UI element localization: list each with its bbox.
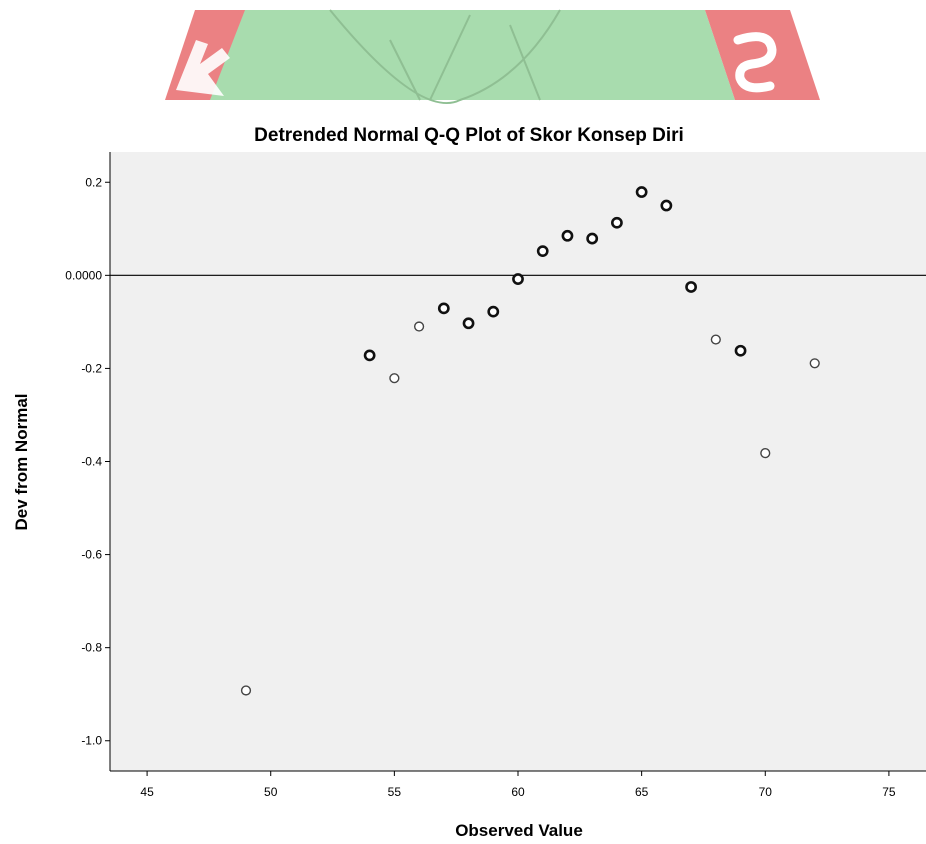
y-tick-label: -0.6 <box>81 548 102 562</box>
x-tick-label: 45 <box>140 785 154 799</box>
watermark-logo <box>140 9 820 105</box>
data-point <box>512 273 524 285</box>
y-axis-ticks: 0.2 0.0000 -0.2 -0.4 -0.6 -0.8 -1.0 <box>65 175 110 748</box>
y-tick-label: -0.2 <box>81 361 102 375</box>
y-tick-label: -0.4 <box>81 455 102 469</box>
plot-area <box>110 152 926 771</box>
data-point <box>462 317 475 330</box>
x-tick-label: 55 <box>388 785 402 799</box>
chart-title: Detrended Normal Q-Q Plot of Skor Konsep… <box>254 125 684 146</box>
y-axis-label: Dev from Normal <box>12 394 31 531</box>
data-point <box>734 344 747 357</box>
data-points <box>240 186 820 696</box>
y-tick-label: -0.8 <box>81 641 102 655</box>
x-tick-label: 75 <box>882 785 896 799</box>
data-point <box>561 229 574 242</box>
data-point <box>685 281 697 293</box>
x-tick-label: 70 <box>759 785 773 799</box>
y-tick-label: 0.0000 <box>65 268 102 282</box>
y-tick-label: 0.2 <box>85 175 102 189</box>
data-point <box>586 232 599 245</box>
data-point <box>809 358 820 369</box>
data-point <box>635 186 648 198</box>
data-point <box>240 685 252 696</box>
x-tick-label: 65 <box>635 785 649 799</box>
data-point <box>760 448 771 459</box>
x-tick-label: 60 <box>511 785 525 799</box>
x-axis-ticks: 45 50 55 60 65 70 75 <box>140 771 896 799</box>
data-point <box>413 321 425 332</box>
x-tick-label: 50 <box>264 785 278 799</box>
x-axis-label: Observed Value <box>455 821 583 840</box>
data-point <box>437 302 450 315</box>
data-point <box>363 349 376 362</box>
data-point <box>611 216 623 229</box>
data-point <box>660 199 673 212</box>
y-tick-label: -1.0 <box>81 734 102 748</box>
data-point <box>710 334 721 345</box>
data-point <box>536 245 549 258</box>
data-point <box>389 373 400 384</box>
data-point <box>487 305 500 318</box>
